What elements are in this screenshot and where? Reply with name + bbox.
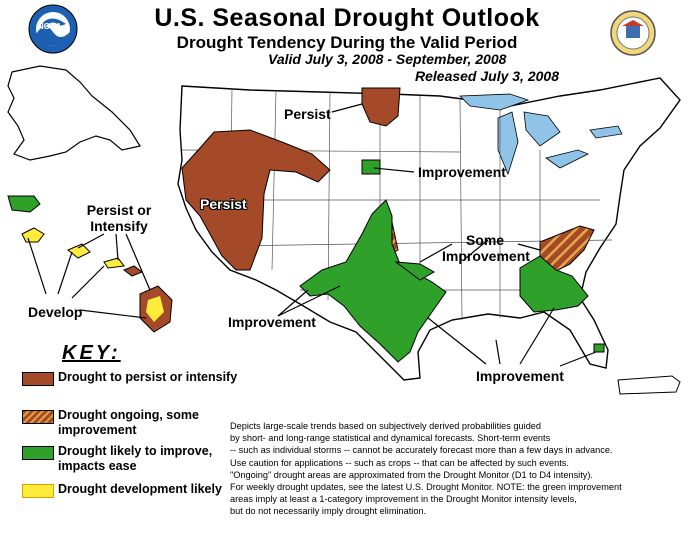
puerto-rico	[617, 375, 681, 395]
label-persist-or-intensify: Persist or Intensify	[86, 202, 152, 234]
great-lakes	[459, 93, 623, 176]
alaska-drought-patch	[7, 195, 41, 213]
swatch-persist	[22, 372, 54, 386]
disclaimer-line: Use caution for applications -- such as …	[230, 457, 569, 468]
swatch-improve	[22, 446, 54, 460]
label-improvement-sw: Improvement	[228, 314, 316, 330]
release-date: Released July 3, 2008	[415, 68, 559, 84]
label-improvement-se: Improvement	[476, 368, 564, 384]
key-label-some-improvement: Drought ongoing, some improvement	[58, 408, 199, 437]
disclaimer-line: by short- and long-range statistical and…	[230, 433, 551, 444]
disclaimer-line: -- such as individual storms -- cannot b…	[230, 445, 613, 456]
disclaimer-line: "Ongoing" drought areas are approximated…	[230, 469, 593, 480]
valid-period: Valid July 3, 2008 - September, 2008	[268, 51, 507, 67]
label-some-improvement: Some Improvement	[442, 232, 530, 264]
page-subtitle: Drought Tendency During the Valid Period	[176, 33, 518, 52]
persist-regions	[181, 87, 401, 271]
key-label-improve: Drought likely to improve, impacts ease	[58, 444, 213, 473]
improvement-regions	[299, 159, 605, 363]
disclaimer-line: areas imply at least a 1-category improv…	[230, 494, 577, 505]
disclaimer-line: but do not necessarily imply drought eli…	[230, 506, 427, 517]
label-develop: Develop	[28, 304, 83, 320]
label-persist-west: Persist	[200, 196, 247, 212]
key-title: KEY:	[62, 342, 121, 364]
disclaimer-text: Depicts large-scale trends based on subj…	[230, 420, 690, 518]
disclaimer-line: Depicts large-scale trends based on subj…	[230, 421, 542, 431]
hawaii-islands	[21, 227, 173, 333]
label-improvement-plains: Improvement	[418, 164, 506, 180]
commerce-seal	[610, 10, 656, 56]
swatch-develop	[22, 484, 54, 498]
alaska-outline	[7, 65, 141, 161]
label-persist-north: Persist	[284, 106, 331, 122]
swatch-some-improvement	[22, 410, 54, 424]
noaa-logo-text: NOAA	[38, 22, 62, 31]
disclaimer-line: For weekly drought updates, see the late…	[230, 482, 622, 493]
label-arrows	[27, 103, 597, 367]
key-label-develop: Drought development likely	[58, 482, 222, 496]
key-label-persist: Drought to persist or intensify	[58, 370, 238, 384]
noaa-logo	[28, 4, 78, 54]
page-title: U.S. Seasonal Drought Outlook	[154, 4, 540, 32]
